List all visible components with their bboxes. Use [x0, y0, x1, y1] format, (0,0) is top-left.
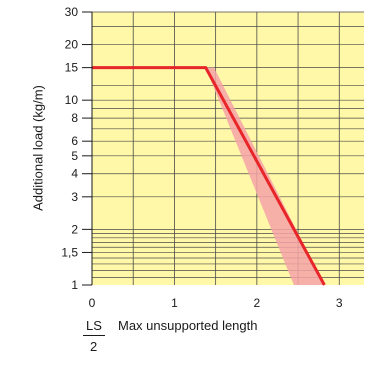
x-tick-label: 1 — [171, 296, 178, 310]
x-tick-label: 2 — [254, 296, 261, 310]
y-tick-label: 10 — [65, 93, 79, 107]
y-tick-label: 20 — [65, 38, 79, 52]
y-tick-label: 1,5 — [61, 245, 78, 259]
y-tick-label: 5 — [71, 149, 78, 163]
y-tick-label: 3 — [71, 190, 78, 204]
y-tick-label: 6 — [71, 134, 78, 148]
y-tick-label: 4 — [71, 167, 78, 181]
y-tick-label: 8 — [71, 111, 78, 125]
y-tick-label: 2 — [71, 222, 78, 236]
x-axis-fraction-bar — [83, 335, 105, 336]
plot-area — [92, 12, 364, 285]
y-axis-label: Additional load (kg/m) — [30, 85, 46, 211]
series-line — [92, 66, 326, 286]
y-tick-label: 15 — [65, 61, 79, 75]
x-axis-label: Max unsupported length — [118, 318, 258, 333]
y-tick-label: 1 — [71, 278, 78, 292]
x-tick-label: 0 — [89, 296, 96, 310]
x-axis-fraction-numerator: LS — [86, 318, 102, 333]
x-tick-label: 3 — [336, 296, 343, 310]
x-axis-fraction-denominator: 2 — [90, 339, 98, 354]
y-tick-label: 30 — [65, 5, 79, 19]
